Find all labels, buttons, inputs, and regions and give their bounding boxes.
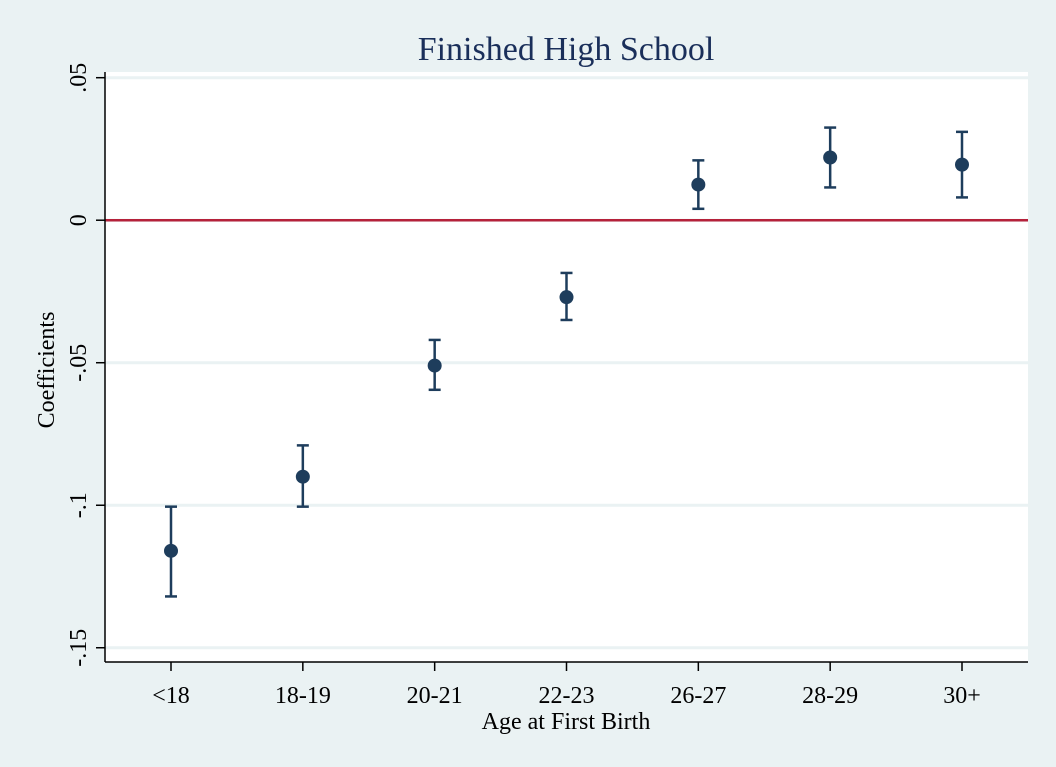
point-estimate-marker xyxy=(823,150,838,165)
y-tick-label: 0 xyxy=(66,214,92,226)
y-tick-label: -.1 xyxy=(66,492,92,518)
y-tick-labels: .05 0 -.05 -.1 -.15 xyxy=(66,63,105,667)
data-point-group xyxy=(823,126,838,189)
point-estimate-marker xyxy=(164,543,178,558)
chart-title: Finished High School xyxy=(418,31,715,68)
series-points xyxy=(164,126,969,598)
data-point-group xyxy=(691,159,706,211)
x-tick-label: 28-29 xyxy=(802,683,858,709)
data-point-group xyxy=(559,271,574,322)
point-estimate-marker xyxy=(295,469,310,484)
y-tick-label: .05 xyxy=(66,63,92,93)
point-estimate-marker xyxy=(427,358,442,373)
y-axis-title: Coefficients xyxy=(34,312,60,429)
x-tick-label: 18-19 xyxy=(275,683,331,709)
point-estimate-marker xyxy=(955,157,969,172)
data-point-group xyxy=(955,130,969,199)
data-point-group xyxy=(295,444,310,508)
x-tick-label: 22-23 xyxy=(539,683,595,709)
y-tick-label: -.15 xyxy=(66,629,92,667)
plot-background xyxy=(105,72,1028,662)
point-estimate-marker xyxy=(691,177,706,192)
x-tick-label: <18 xyxy=(152,683,190,709)
x-tick-labels: <18 18-19 20-21 22-23 26-27 28-29 30+ xyxy=(152,662,981,709)
x-tick-label: 26-27 xyxy=(670,683,726,709)
x-tick-label: 20-21 xyxy=(407,683,463,709)
x-axis-title: Age at First Birth xyxy=(482,709,651,735)
y-tick-label: -.05 xyxy=(66,344,92,382)
point-estimate-marker xyxy=(559,290,574,305)
data-point-group xyxy=(427,338,442,392)
x-tick-label: 30+ xyxy=(943,683,981,709)
data-point-group xyxy=(164,505,178,598)
